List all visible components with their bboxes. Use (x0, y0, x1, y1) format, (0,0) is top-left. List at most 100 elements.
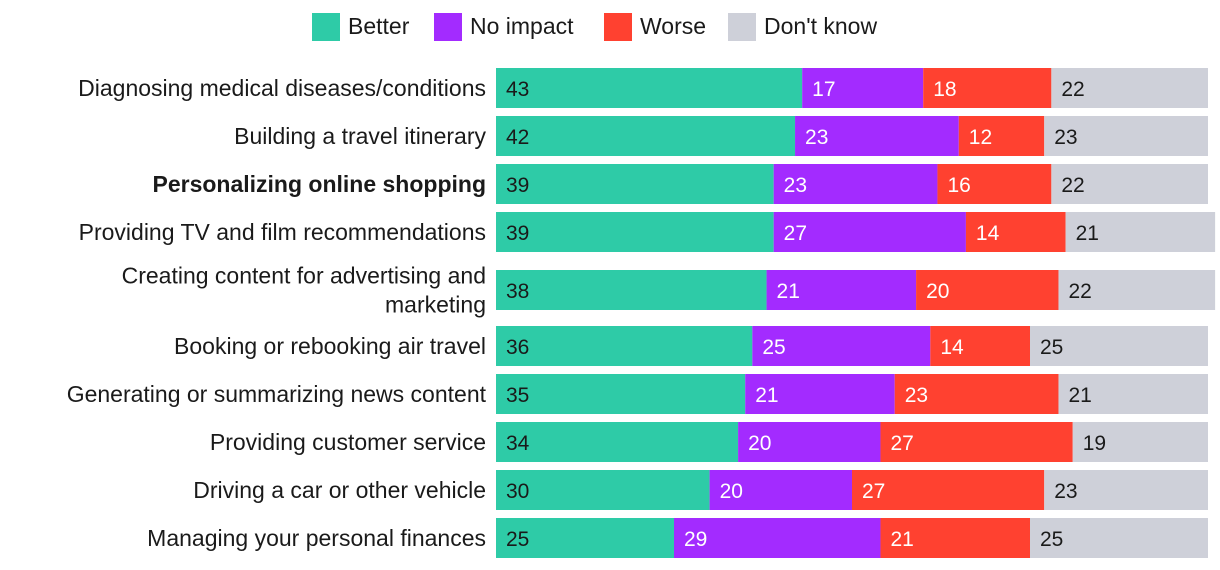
value-label-no-impact-building-a-travel-itinerary: 23 (805, 126, 828, 149)
bar-better-building-a-travel-itinerary (496, 116, 796, 156)
legend-label-better: Better (348, 13, 410, 39)
bars: 43 17 18 22 42 23 12 23 39 23 16 22 39 27 14 21 38 21 20 22… (496, 68, 1216, 558)
value-label-no-impact-booking-or-rebooking-air-travel: 25 (762, 336, 785, 359)
value-label-don-t-know-managing-your-personal-finances: 25 (1040, 528, 1063, 551)
bar-don-t-know-providing-customer-service (1072, 422, 1208, 462)
category-label-booking-or-rebooking-air-travel: Booking or rebooking air travel (174, 333, 486, 359)
bar-no-impact-creating-content-for-advertising-and-marketing (766, 270, 917, 310)
category-label-providing-customer-service: Providing customer service (210, 429, 486, 455)
bar-better-providing-customer-service (496, 422, 739, 462)
value-label-better-driving-a-car-or-other-vehicle: 30 (506, 480, 529, 503)
legend-swatch-no-impact (434, 13, 462, 41)
value-label-worse-managing-your-personal-finances: 21 (890, 528, 913, 551)
category-label-generating-or-summarizing-news-content: Generating or summarizing news content (67, 381, 487, 407)
bar-no-impact-generating-or-summarizing-news-content (745, 374, 895, 414)
value-label-better-booking-or-rebooking-air-travel: 36 (506, 336, 529, 359)
value-label-don-t-know-booking-or-rebooking-air-travel: 25 (1040, 336, 1063, 359)
value-label-worse-providing-customer-service: 27 (890, 432, 913, 455)
bar-better-booking-or-rebooking-air-travel (496, 326, 753, 366)
bar-no-impact-providing-tv-and-film-recommendations (773, 212, 966, 252)
value-label-worse-creating-content-for-advertising-and-marketing: 20 (926, 280, 949, 303)
value-label-worse-personalizing-online-shopping: 16 (947, 174, 970, 197)
legend-swatch-don-t-know (728, 13, 756, 41)
value-label-better-creating-content-for-advertising-and-marketing: 38 (506, 280, 529, 303)
value-label-don-t-know-providing-customer-service: 19 (1083, 432, 1106, 455)
value-label-don-t-know-driving-a-car-or-other-vehicle: 23 (1054, 480, 1077, 503)
value-label-no-impact-creating-content-for-advertising-and-marketing: 21 (777, 280, 800, 303)
value-label-don-t-know-creating-content-for-advertising-and-marketing: 22 (1068, 280, 1091, 303)
category-label-managing-your-personal-finances: Managing your personal finances (147, 525, 486, 551)
value-label-better-generating-or-summarizing-news-content: 35 (506, 384, 529, 407)
bar-better-driving-a-car-or-other-vehicle (496, 470, 710, 510)
category-label-diagnosing-medical-diseases-conditions: Diagnosing medical diseases/conditions (78, 75, 486, 101)
value-label-worse-building-a-travel-itinerary: 12 (969, 126, 992, 149)
legend-swatch-worse (604, 13, 632, 41)
value-label-better-providing-tv-and-film-recommendations: 39 (506, 222, 529, 245)
bar-no-impact-diagnosing-medical-diseases-conditions (802, 68, 924, 108)
value-label-don-t-know-diagnosing-medical-diseases-conditions: 22 (1061, 78, 1084, 101)
bar-no-impact-managing-your-personal-finances (674, 518, 881, 558)
bar-worse-booking-or-rebooking-air-travel (930, 326, 1030, 366)
value-label-don-t-know-providing-tv-and-film-recommendations: 21 (1076, 222, 1099, 245)
bar-better-diagnosing-medical-diseases-conditions (496, 68, 803, 108)
bar-don-t-know-generating-or-summarizing-news-content (1058, 374, 1208, 414)
bar-no-impact-booking-or-rebooking-air-travel (752, 326, 931, 366)
category-label-building-a-travel-itinerary: Building a travel itinerary (234, 123, 486, 149)
value-label-no-impact-providing-tv-and-film-recommendations: 27 (784, 222, 807, 245)
value-label-no-impact-driving-a-car-or-other-vehicle: 20 (720, 480, 743, 503)
bar-no-impact-providing-customer-service (738, 422, 881, 462)
value-label-better-building-a-travel-itinerary: 42 (506, 126, 529, 149)
bar-better-generating-or-summarizing-news-content (496, 374, 746, 414)
category-label-creating-content-for-advertising-and-marketing-line-1: Creating content for advertising and (122, 263, 486, 289)
value-label-better-personalizing-online-shopping: 39 (506, 174, 529, 197)
bar-don-t-know-personalizing-online-shopping (1051, 164, 1208, 204)
bar-no-impact-building-a-travel-itinerary (795, 116, 959, 156)
category-label-providing-tv-and-film-recommendations: Providing TV and film recommendations (79, 219, 486, 245)
bar-don-t-know-providing-tv-and-film-recommendations (1065, 212, 1216, 252)
bar-better-creating-content-for-advertising-and-marketing (496, 270, 767, 310)
bar-worse-building-a-travel-itinerary (958, 116, 1045, 156)
bar-don-t-know-building-a-travel-itinerary (1044, 116, 1208, 156)
bar-worse-generating-or-summarizing-news-content (894, 374, 1059, 414)
bar-worse-personalizing-online-shopping (937, 164, 1052, 204)
value-label-better-diagnosing-medical-diseases-conditions: 43 (506, 78, 529, 101)
bar-better-personalizing-online-shopping (496, 164, 774, 204)
value-label-no-impact-managing-your-personal-finances: 29 (684, 528, 707, 551)
value-label-no-impact-generating-or-summarizing-news-content: 21 (755, 384, 778, 407)
legend-label-no-impact: No impact (470, 13, 574, 39)
bar-don-t-know-driving-a-car-or-other-vehicle (1044, 470, 1208, 510)
bar-better-managing-your-personal-finances (496, 518, 674, 558)
bar-no-impact-driving-a-car-or-other-vehicle (709, 470, 852, 510)
legend: Better No impact Worse Don't know (312, 13, 877, 41)
bar-don-t-know-managing-your-personal-finances (1030, 518, 1208, 558)
bar-don-t-know-booking-or-rebooking-air-travel (1030, 326, 1208, 366)
value-label-worse-diagnosing-medical-diseases-conditions: 18 (933, 78, 956, 101)
value-label-don-t-know-building-a-travel-itinerary: 23 (1054, 126, 1077, 149)
bar-worse-providing-tv-and-film-recommendations (965, 212, 1066, 252)
bar-don-t-know-diagnosing-medical-diseases-conditions (1051, 68, 1208, 108)
bar-worse-driving-a-car-or-other-vehicle (852, 470, 1045, 510)
value-label-worse-booking-or-rebooking-air-travel: 14 (940, 336, 964, 359)
bar-worse-providing-customer-service (880, 422, 1073, 462)
category-labels: Diagnosing medical diseases/conditions Bu… (67, 75, 487, 551)
value-label-don-t-know-generating-or-summarizing-news-content: 21 (1068, 384, 1091, 407)
value-label-worse-providing-tv-and-film-recommendations: 14 (976, 222, 1000, 245)
legend-swatch-better (312, 13, 340, 41)
value-label-worse-driving-a-car-or-other-vehicle: 27 (862, 480, 885, 503)
bar-worse-creating-content-for-advertising-and-marketing (916, 270, 1059, 310)
value-label-don-t-know-personalizing-online-shopping: 22 (1061, 174, 1084, 197)
value-label-no-impact-providing-customer-service: 20 (748, 432, 771, 455)
value-label-worse-generating-or-summarizing-news-content: 23 (905, 384, 928, 407)
category-label-creating-content-for-advertising-and-marketing-line-2: marketing (385, 292, 486, 318)
bar-worse-diagnosing-medical-diseases-conditions (923, 68, 1052, 108)
bar-better-providing-tv-and-film-recommendations (496, 212, 774, 252)
value-label-no-impact-diagnosing-medical-diseases-conditions: 17 (812, 78, 835, 101)
legend-label-don-t-know: Don't know (764, 13, 877, 39)
value-label-no-impact-personalizing-online-shopping: 23 (784, 174, 807, 197)
category-label-driving-a-car-or-other-vehicle: Driving a car or other vehicle (193, 477, 486, 503)
legend-label-worse: Worse (640, 13, 706, 39)
bar-worse-managing-your-personal-finances (880, 518, 1030, 558)
value-label-better-providing-customer-service: 34 (506, 432, 530, 455)
category-label-personalizing-online-shopping: Personalizing online shopping (152, 171, 486, 197)
